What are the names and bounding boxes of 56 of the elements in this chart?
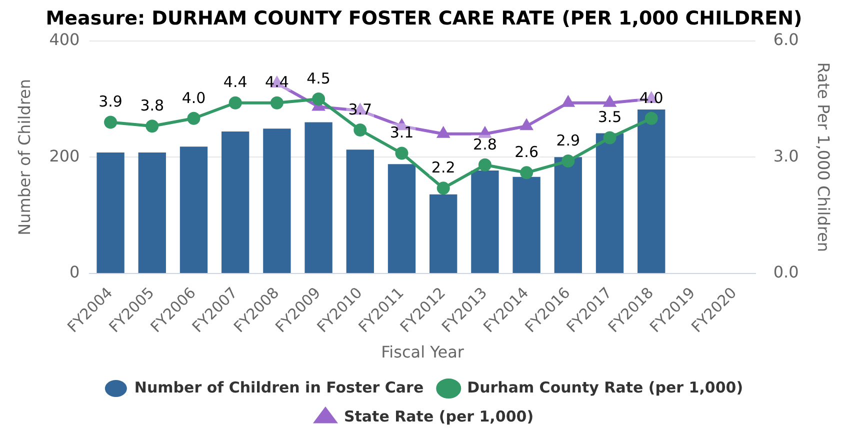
bar	[638, 109, 666, 273]
bar	[96, 152, 124, 273]
bar	[222, 132, 250, 273]
point	[104, 116, 118, 129]
point	[478, 158, 492, 172]
data-label: 3.9	[98, 92, 122, 111]
bar	[596, 133, 624, 273]
point	[438, 127, 450, 138]
data-label: 2.8	[473, 135, 497, 154]
data-label: 2.6	[514, 143, 538, 162]
legend-label: Durham County Rate (per 1,000)	[467, 378, 744, 396]
x-axis-title: Fiscal Year	[381, 342, 464, 362]
data-label: 4.0	[182, 88, 206, 107]
point	[354, 124, 367, 136]
data-label: 2.2	[431, 158, 456, 177]
data-label: 3.8	[140, 96, 164, 115]
bar	[388, 164, 416, 273]
data-label: 4.5	[306, 69, 330, 88]
point	[395, 146, 408, 160]
point	[228, 96, 242, 110]
bar	[430, 194, 458, 273]
point	[187, 112, 200, 125]
data-label: 2.9	[556, 131, 580, 150]
point	[520, 166, 534, 180]
point	[603, 131, 616, 144]
point	[520, 120, 532, 130]
point	[270, 96, 284, 110]
data-label: 3.5	[598, 108, 622, 126]
point	[146, 120, 159, 133]
bar	[512, 176, 540, 273]
y-tick-label: 200	[49, 146, 80, 166]
data-label: 3.1	[390, 124, 414, 142]
y2-tick-label: 3.0	[773, 146, 799, 166]
data-label: 4.4	[223, 73, 248, 92]
y-tick-label: 400	[49, 30, 80, 49]
point	[562, 96, 574, 107]
point	[436, 182, 450, 195]
bar	[471, 170, 499, 273]
bar	[554, 157, 582, 273]
y-axis-title: Number of Children	[14, 78, 34, 236]
bar	[180, 146, 208, 273]
y-tick-label: 0	[70, 262, 80, 282]
point	[604, 96, 616, 107]
bar	[263, 128, 291, 273]
legend-label: Number of Children in Foster Care	[134, 378, 424, 396]
point	[644, 112, 658, 125]
y2-tick-label: 6.0	[773, 30, 799, 49]
bar	[304, 122, 332, 273]
legend-label: State Rate (per 1,000)	[344, 407, 534, 426]
bar	[346, 150, 374, 273]
y2-tick-label: 0.0	[773, 262, 799, 282]
y2-axis-title: Rate Per 1,000 Children	[814, 62, 834, 252]
point	[562, 154, 575, 168]
bar	[138, 152, 166, 273]
point	[312, 92, 326, 106]
chart-title: Measure: DURHAM COUNTY FOSTER CARE RATE (PER 1,000 CHILDREN)	[46, 7, 802, 30]
